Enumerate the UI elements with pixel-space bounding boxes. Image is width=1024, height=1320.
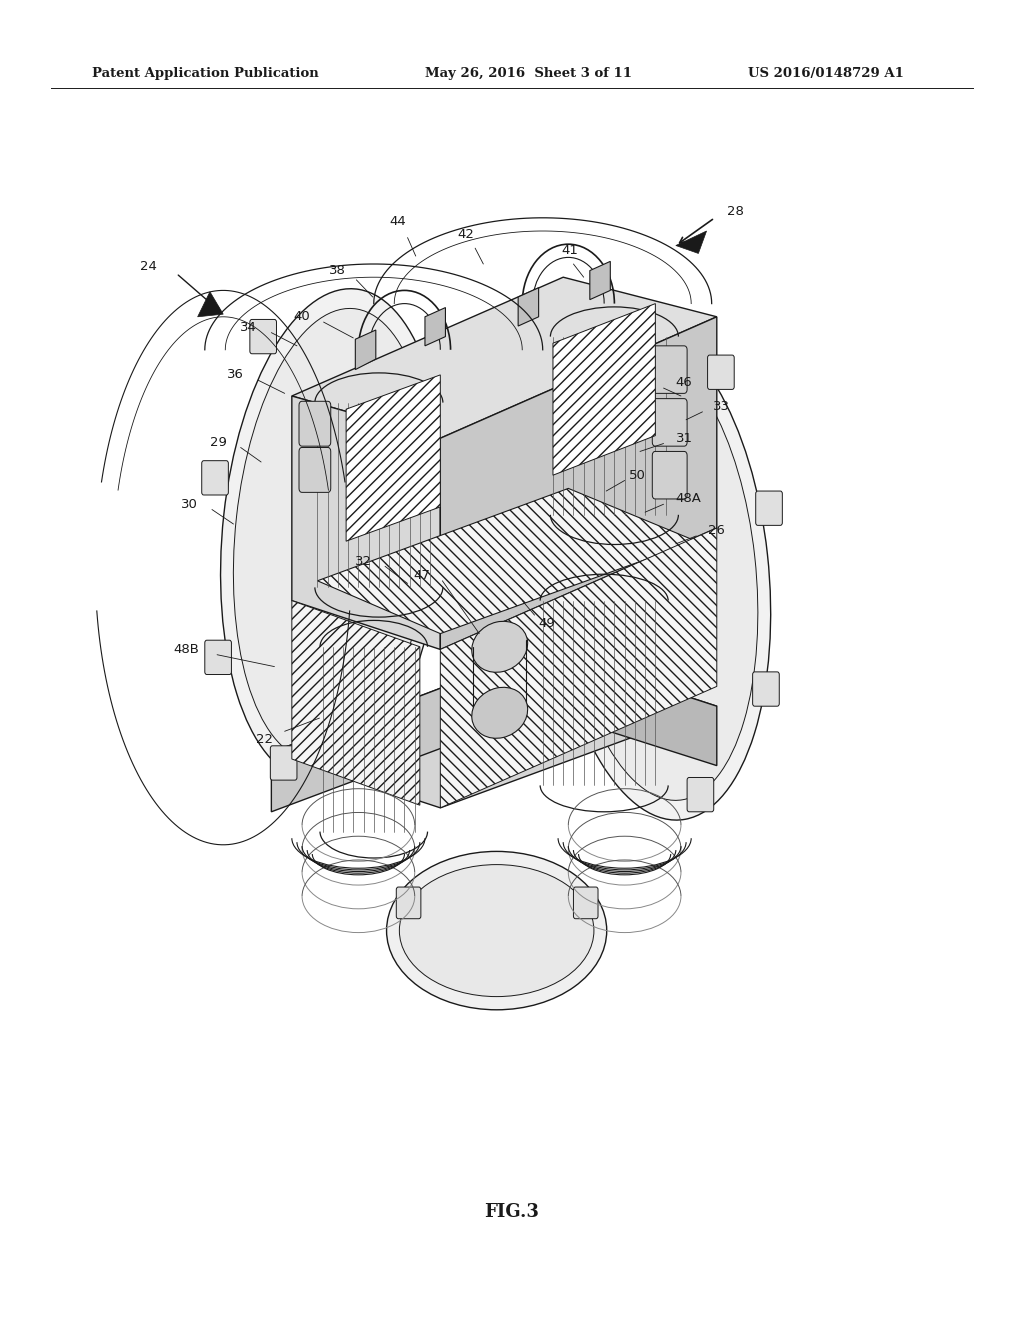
FancyBboxPatch shape <box>270 746 297 780</box>
Polygon shape <box>271 649 717 808</box>
Text: 40: 40 <box>294 310 310 323</box>
Polygon shape <box>440 317 717 649</box>
Polygon shape <box>198 292 223 317</box>
Ellipse shape <box>220 289 445 780</box>
Polygon shape <box>346 375 440 541</box>
Text: 31: 31 <box>676 432 692 445</box>
Polygon shape <box>518 288 539 326</box>
Text: Patent Application Publication: Patent Application Publication <box>92 67 318 81</box>
Text: 36: 36 <box>227 368 244 381</box>
Text: 32: 32 <box>355 554 372 568</box>
Text: 24: 24 <box>140 260 157 273</box>
Text: 50: 50 <box>629 469 645 482</box>
Text: 46: 46 <box>676 376 692 389</box>
Text: 34: 34 <box>241 321 257 334</box>
Polygon shape <box>292 396 440 649</box>
Text: 38: 38 <box>330 264 346 277</box>
Polygon shape <box>425 308 445 346</box>
Polygon shape <box>676 231 707 253</box>
Text: 48B: 48B <box>173 643 200 656</box>
FancyBboxPatch shape <box>652 451 687 499</box>
Text: 49: 49 <box>539 616 555 630</box>
Polygon shape <box>292 601 420 805</box>
Polygon shape <box>553 304 655 475</box>
Text: 33: 33 <box>714 400 730 413</box>
FancyBboxPatch shape <box>299 447 331 492</box>
Text: 26: 26 <box>709 524 725 537</box>
Text: 48A: 48A <box>675 492 701 506</box>
FancyBboxPatch shape <box>299 401 331 446</box>
FancyBboxPatch shape <box>708 355 734 389</box>
Polygon shape <box>271 649 543 812</box>
Polygon shape <box>543 649 717 766</box>
Ellipse shape <box>546 329 771 820</box>
Ellipse shape <box>387 851 606 1010</box>
Text: FIG.3: FIG.3 <box>484 1203 540 1221</box>
FancyBboxPatch shape <box>652 346 687 393</box>
Text: 44: 44 <box>389 215 406 228</box>
FancyBboxPatch shape <box>396 887 421 919</box>
Polygon shape <box>292 277 717 438</box>
Polygon shape <box>440 528 717 808</box>
Polygon shape <box>317 488 696 634</box>
Ellipse shape <box>472 622 527 672</box>
FancyBboxPatch shape <box>573 887 598 919</box>
Text: 22: 22 <box>256 733 272 746</box>
Text: May 26, 2016  Sheet 3 of 11: May 26, 2016 Sheet 3 of 11 <box>425 67 632 81</box>
Polygon shape <box>355 330 376 370</box>
FancyBboxPatch shape <box>652 399 687 446</box>
Ellipse shape <box>399 865 594 997</box>
Text: 28: 28 <box>727 205 743 218</box>
Ellipse shape <box>472 688 527 738</box>
Text: 47: 47 <box>414 569 430 582</box>
Ellipse shape <box>559 348 758 800</box>
Text: 30: 30 <box>181 498 198 511</box>
FancyBboxPatch shape <box>205 640 231 675</box>
Text: 29: 29 <box>210 436 226 449</box>
FancyBboxPatch shape <box>756 491 782 525</box>
FancyBboxPatch shape <box>687 777 714 812</box>
Ellipse shape <box>233 309 432 760</box>
Text: 41: 41 <box>561 244 578 257</box>
FancyBboxPatch shape <box>753 672 779 706</box>
Text: 42: 42 <box>458 228 474 242</box>
FancyBboxPatch shape <box>202 461 228 495</box>
Text: US 2016/0148729 A1: US 2016/0148729 A1 <box>748 67 903 81</box>
FancyBboxPatch shape <box>250 319 276 354</box>
Polygon shape <box>590 261 610 300</box>
